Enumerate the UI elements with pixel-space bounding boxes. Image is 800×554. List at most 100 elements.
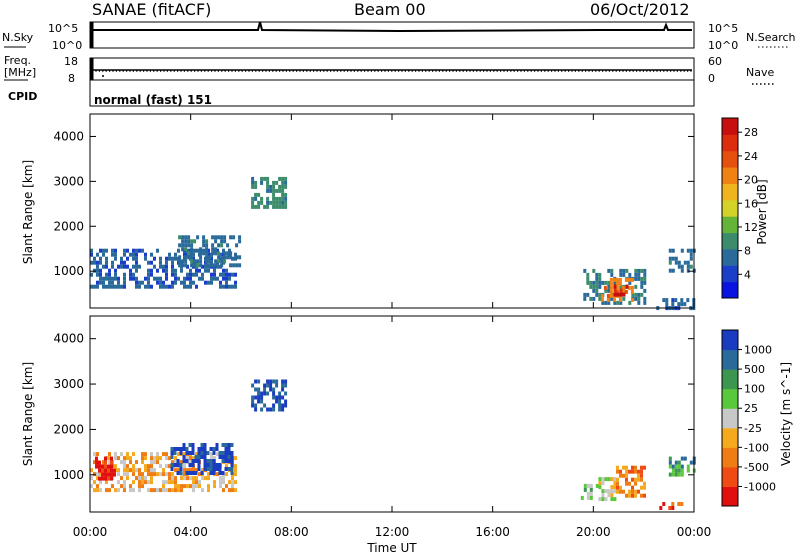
noise-right-tick-bottom: 10^0 [708, 39, 738, 52]
vel-cell-r2 [197, 467, 201, 471]
power-cell-r0 [171, 268, 174, 273]
power-cell-r3 [643, 288, 647, 293]
power-cell-r2 [269, 184, 273, 189]
freq-left-tick-bottom: 8 [68, 72, 75, 85]
vel-cell-r3 [260, 391, 264, 396]
vel-cell-r0 [162, 484, 165, 489]
vel-cell-r0 [213, 456, 216, 461]
power-cell-r3 [601, 300, 605, 305]
power-cell-r1 [205, 259, 209, 264]
power-cell-r1 [181, 239, 185, 244]
power-cell-r4 [618, 281, 622, 286]
vel-cell-r0 [126, 464, 129, 469]
power-cell-r0 [117, 276, 120, 281]
power-cell-r7 [662, 298, 666, 303]
vel-cell-r0 [129, 484, 132, 489]
time-x-axis: 00:00 04:00 08:00 12:00 16:00 20:00 00:00 [73, 114, 711, 539]
vel-cell-r2 [176, 459, 180, 463]
power-cell-r2 [281, 200, 285, 205]
power-cell-r0 [144, 256, 147, 261]
power-cell-r2 [254, 180, 258, 185]
power-cell-r0 [108, 276, 111, 281]
power-cell-r0 [177, 248, 180, 253]
power-cell-r0 [180, 280, 183, 285]
vel-cell-r3 [257, 387, 261, 392]
vel-cell-r6 [634, 489, 637, 494]
vel-cell-r4 [595, 483, 599, 488]
vel-cell-r2 [173, 447, 177, 451]
power-cell-r2 [275, 196, 279, 201]
power-cell-r6 [668, 260, 672, 265]
vel-cell-r2 [206, 451, 210, 455]
vel-cell-r5 [610, 477, 614, 482]
vel-cell-r6 [616, 465, 619, 470]
power-cell-r1 [199, 255, 203, 260]
power-cell-r0 [192, 252, 195, 257]
power-cell-r6 [671, 256, 675, 261]
vel-cell-r3 [281, 379, 285, 384]
vel-cell-r4 [583, 487, 587, 492]
vel-cell-r2 [188, 443, 192, 447]
power-cell-r3 [607, 284, 611, 289]
power-cell-r0 [171, 280, 174, 285]
vel-cell-r5 [607, 489, 611, 494]
power-cell-r7 [674, 298, 678, 303]
power-cell-r0 [126, 248, 129, 253]
vel-cell-r6 [631, 477, 634, 482]
power-cell-r0 [213, 276, 216, 281]
power-cell-r1 [232, 235, 236, 240]
vel-cell-r3 [281, 387, 285, 392]
vel-cell-r2 [212, 459, 216, 463]
power-cell-r2 [278, 196, 282, 201]
vel-cell-r2 [179, 471, 183, 475]
vel-cell-r1 [110, 464, 113, 469]
vel-cell-r1 [104, 476, 107, 481]
power-cell-r1 [229, 251, 233, 256]
power-cell-r0 [132, 276, 135, 281]
vel-cell-r1 [104, 472, 107, 477]
vel-cell-r6 [619, 489, 622, 494]
power-cell-r2 [260, 176, 264, 181]
vel-cell-r2 [209, 459, 213, 463]
vel-cell-r0 [90, 476, 93, 481]
vel-colorbar-swatch-7 [722, 349, 738, 370]
vel-cell-r0 [117, 456, 120, 461]
vel-cell-r1 [110, 476, 113, 481]
power-cell-r2 [275, 188, 279, 193]
vel-cell-r0 [222, 488, 225, 493]
power-cell-r3 [589, 280, 593, 285]
xtick-label-0: 00:00 [73, 525, 108, 539]
power-cell-r2 [272, 184, 276, 189]
power-colorbar-swatch-8 [722, 150, 738, 168]
power-cell-r4 [624, 277, 628, 282]
vel-cell-r0 [96, 488, 99, 493]
power-cell-r3 [598, 296, 602, 301]
vel-cell-r3 [257, 395, 261, 400]
vel-cell-r6 [619, 473, 622, 478]
power-cell-r1 [205, 239, 209, 244]
vel-ytick-label-2: 3000 [53, 377, 84, 391]
vel-ytick-label-0: 1000 [53, 468, 84, 482]
vel-cell-r3 [278, 395, 282, 400]
power-cell-r0 [186, 264, 189, 269]
vel-colorbar-label-2: 100 [744, 383, 765, 396]
power-cell-r1 [181, 263, 185, 268]
vel-cell-r3 [272, 379, 276, 384]
vel-cell-r1 [98, 460, 101, 465]
vel-cell-r0 [120, 476, 123, 481]
vel-cell-r8 [671, 502, 675, 506]
vel-cell-r6 [637, 473, 640, 478]
power-cell-r0 [165, 276, 168, 281]
vel-ytick-label-1: 2000 [53, 422, 84, 436]
power-cell-r1 [199, 251, 203, 256]
vel-cell-r0 [225, 464, 228, 469]
vel-cell-r2 [203, 447, 207, 451]
vel-cell-r2 [209, 463, 213, 467]
vel-cell-r0 [192, 480, 195, 485]
vel-cell-r1 [110, 456, 113, 461]
vel-cell-r6 [631, 493, 634, 498]
vel-cell-r0 [123, 480, 126, 485]
vel-cell-r6 [622, 489, 625, 494]
vel-cell-r2 [212, 467, 216, 471]
power-cell-r1 [190, 255, 194, 260]
